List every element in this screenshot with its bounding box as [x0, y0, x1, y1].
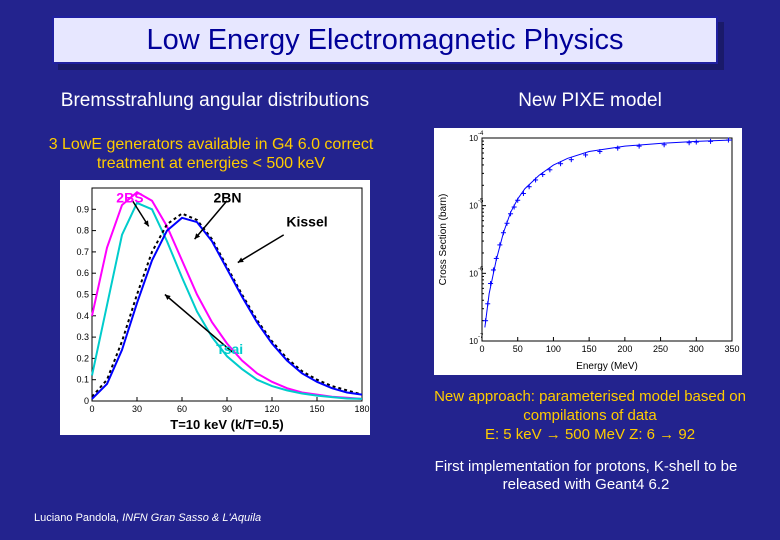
svg-text:2BS: 2BS — [116, 189, 143, 205]
svg-text:-4: -4 — [478, 131, 484, 137]
svg-text:50: 50 — [513, 344, 523, 354]
right-chart: 05010015020025030035010-710-610-510-4Ene… — [434, 128, 742, 375]
title-text: Low Energy Electromagnetic Physics — [146, 24, 623, 57]
svg-text:0: 0 — [89, 404, 94, 414]
svg-text:0.8: 0.8 — [76, 226, 89, 236]
svg-text:2BN: 2BN — [214, 189, 242, 205]
desc-right: New approach: parameterised model based … — [420, 388, 760, 444]
svg-text:0: 0 — [479, 344, 484, 354]
svg-text:Energy (MeV): Energy (MeV) — [576, 361, 638, 372]
svg-text:120: 120 — [264, 404, 279, 414]
svg-text:0: 0 — [84, 396, 89, 406]
svg-text:150: 150 — [582, 344, 597, 354]
svg-text:0.2: 0.2 — [76, 353, 89, 363]
svg-text:300: 300 — [689, 344, 704, 354]
svg-text:-5: -5 — [478, 199, 484, 205]
author-line: Luciano Pandola, INFN Gran Sasso & L'Aqu… — [34, 512, 261, 524]
desc-protons: First implementation for protons, K-shel… — [408, 458, 764, 494]
svg-text:60: 60 — [177, 404, 187, 414]
svg-text:0.5: 0.5 — [76, 290, 89, 300]
subtitle-left: Bremsstrahlung angular distributions — [30, 90, 400, 112]
svg-text:30: 30 — [132, 404, 142, 414]
author-name: Luciano Pandola, — [34, 512, 122, 524]
svg-text:0.1: 0.1 — [76, 375, 89, 385]
svg-text:T=10 keV (k/T=0.5): T=10 keV (k/T=0.5) — [170, 417, 283, 432]
svg-text:0.6: 0.6 — [76, 268, 89, 278]
desc-left: 3 LowE generators available in G4 6.0 co… — [16, 135, 406, 173]
svg-text:0.7: 0.7 — [76, 247, 89, 257]
svg-text:Tsai: Tsai — [216, 341, 243, 357]
svg-text:0.4: 0.4 — [76, 311, 89, 321]
desc-right-line2: E: 5 keV → 500 MeV Z: 6 → 92 — [485, 426, 695, 443]
svg-text:180: 180 — [354, 404, 369, 414]
svg-text:Kissel: Kissel — [286, 213, 327, 229]
svg-text:100: 100 — [546, 344, 561, 354]
svg-text:Cross Section (barn): Cross Section (barn) — [438, 194, 449, 286]
left-chart: 0 30 60 90 120 150 180 0 0.1 0.2 0.3 0.4 0.5 0.6 0.7 0.… — [60, 180, 370, 435]
svg-text:200: 200 — [617, 344, 632, 354]
svg-text:350: 350 — [724, 344, 739, 354]
author-affil: INFN Gran Sasso & L'Aquila — [122, 512, 261, 524]
svg-text:150: 150 — [309, 404, 324, 414]
svg-text:250: 250 — [653, 344, 668, 354]
svg-text:-7: -7 — [478, 334, 484, 340]
title-box: Low Energy Electromagnetic Physics — [52, 16, 718, 64]
svg-text:90: 90 — [222, 404, 232, 414]
svg-text:0.9: 0.9 — [76, 204, 89, 214]
svg-text:0.3: 0.3 — [76, 332, 89, 342]
svg-text:-6: -6 — [478, 266, 484, 272]
subtitle-right: New PIXE model — [440, 90, 740, 112]
desc-right-line1: New approach: parameterised model based … — [434, 388, 746, 424]
